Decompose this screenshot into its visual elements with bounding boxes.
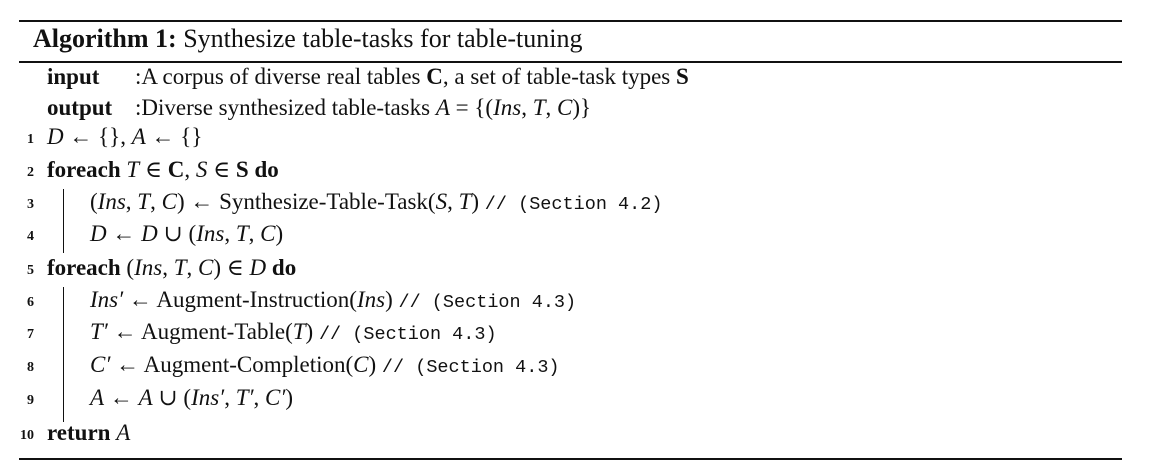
- output-line: output :Diverse synthesized table-tasks A…: [47, 95, 591, 125]
- line-code: D ← D ∪ (Ins, T, C): [90, 221, 284, 246]
- line-number: 7: [27, 327, 34, 342]
- output-description: :Diverse synthesized table-tasks A = {(I…: [135, 95, 592, 120]
- line-code: (Ins, T, C) ← Synthesize-Table-Task(S, T…: [90, 189, 663, 215]
- line-number: 8: [27, 360, 34, 375]
- line-code: return A: [47, 420, 131, 445]
- algorithm-label: Algorithm 1:: [33, 24, 177, 53]
- line-number: 2: [27, 165, 34, 180]
- algorithm-title: Algorithm 1: Synthesize table-tasks for …: [33, 24, 582, 54]
- top-rule: [19, 20, 1122, 22]
- line-number: 5: [27, 263, 34, 278]
- line-code: C′ ← Augment-Completion(C) // (Section 4…: [90, 352, 560, 378]
- line-number: 6: [27, 295, 34, 310]
- header-rule: [19, 61, 1122, 63]
- line-code: Ins′ ← Augment-Instruction(Ins) // (Sect…: [90, 287, 577, 313]
- line-number: 4: [27, 229, 34, 244]
- line-code: T′ ← Augment-Table(T) // (Section 4.3): [90, 319, 497, 345]
- foreach-2-body-bar: [63, 287, 65, 422]
- output-keyword: output: [47, 95, 113, 120]
- foreach-1-body-bar: [63, 189, 65, 253]
- algorithm-title-text: Synthesize table-tasks for table-tuning: [183, 24, 583, 53]
- input-keyword: input: [47, 64, 100, 89]
- bottom-rule: [19, 458, 1122, 460]
- line-code: D ← {}, A ← {}: [47, 124, 203, 149]
- line-code: A ← A ∪ (Ins′, T′, C′): [90, 385, 294, 410]
- line-number: 9: [27, 393, 34, 408]
- line-number: 10: [20, 428, 34, 443]
- input-description: :A corpus of diverse real tables C, a se…: [135, 64, 689, 89]
- line-code: foreach T ∈ C, S ∈ S do: [47, 157, 279, 182]
- line-number: 3: [27, 197, 34, 212]
- line-number: 1: [27, 132, 34, 147]
- input-line: input :A corpus of diverse real tables C,…: [47, 64, 689, 94]
- line-code: foreach (Ins, T, C) ∈ D do: [47, 255, 297, 280]
